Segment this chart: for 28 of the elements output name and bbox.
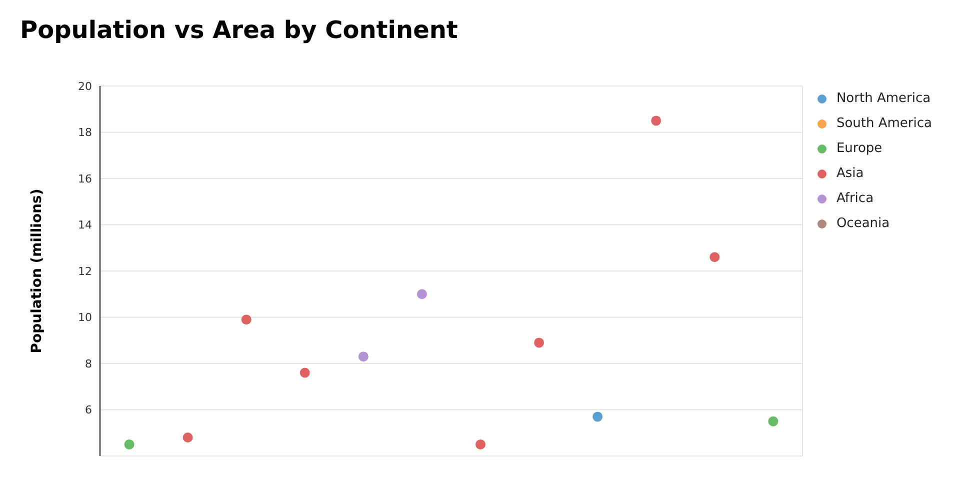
legend-label: North America bbox=[836, 91, 931, 106]
point bbox=[241, 314, 252, 325]
point bbox=[358, 352, 368, 362]
point bbox=[768, 416, 778, 426]
point bbox=[592, 412, 603, 422]
legend-label: South America bbox=[836, 116, 932, 131]
point bbox=[300, 368, 310, 378]
legend-label: Asia bbox=[836, 166, 864, 181]
y-tick-label: 14 bbox=[78, 218, 92, 232]
y-tick-label: 6 bbox=[85, 404, 92, 417]
point bbox=[475, 439, 486, 450]
y-tick-label: 12 bbox=[78, 264, 92, 278]
legend-label: Europe bbox=[836, 141, 882, 156]
y-tick-label: 10 bbox=[78, 311, 92, 324]
point bbox=[534, 338, 544, 348]
chart-title: Population vs Area by Continent bbox=[20, 16, 459, 46]
legend-label: Oceania bbox=[836, 216, 890, 231]
point bbox=[710, 252, 720, 262]
point bbox=[416, 289, 427, 300]
point bbox=[651, 116, 662, 126]
y-tick-label: 20 bbox=[78, 80, 92, 93]
y-tick-label: 18 bbox=[78, 126, 92, 140]
y-tick-label: 16 bbox=[78, 172, 92, 186]
y-axis-title: Population (millions) bbox=[28, 188, 45, 354]
point bbox=[124, 439, 134, 450]
point bbox=[182, 432, 193, 442]
legend-label: Africa bbox=[836, 191, 874, 206]
y-tick-label: 8 bbox=[85, 357, 92, 370]
